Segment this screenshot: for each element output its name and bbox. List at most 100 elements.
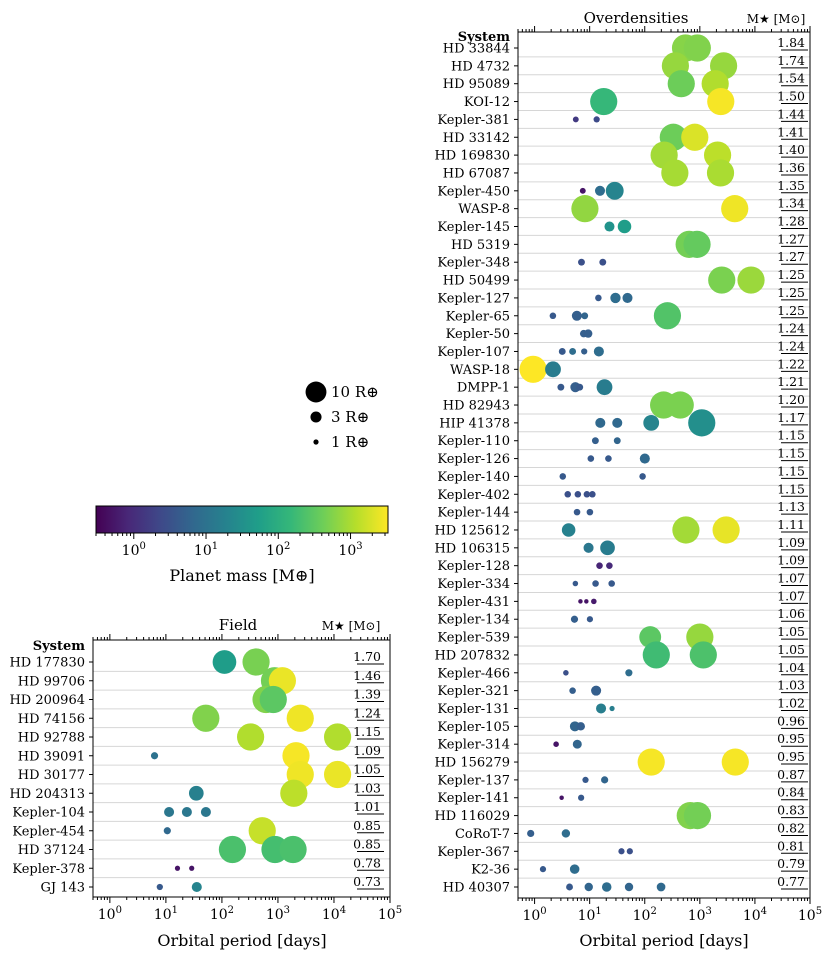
planet-point (706, 159, 735, 187)
planet-point (721, 748, 749, 776)
planet-point (584, 599, 589, 604)
legend-size-label: 1 R⊕ (331, 433, 369, 451)
planet-point (721, 195, 749, 223)
planet-point (574, 490, 582, 498)
stellar-mass-label: 1.01 (353, 799, 381, 814)
stellar-mass-label: 1.15 (777, 463, 805, 478)
planet-point (561, 829, 571, 838)
stellar-mass-label: 1.03 (353, 780, 381, 795)
legend-size-label: 10 R⊕ (331, 383, 379, 401)
planet-point (688, 409, 716, 437)
stellar-mass-label: 1.70 (353, 649, 381, 664)
stellar-mass-label: 1.25 (777, 267, 805, 282)
overdensities-planet-points (519, 34, 765, 892)
system-label: HD 37124 (18, 843, 85, 858)
planet-point (624, 882, 634, 892)
stellar-mass-label: 1.09 (353, 743, 381, 758)
planet-point (174, 865, 181, 871)
overdensities-system-labels: HD 33844 HD 4732 HD 95089 KOI-12 Kepler-381 H… (434, 42, 510, 896)
field-system-labels: HD 177830 HD 99706 HD 200964 HD 74156 HD 927… (9, 656, 85, 896)
overdensities-x-axis: 100 101 102 103 104 105 (514, 26, 822, 924)
field-system-header: System (33, 639, 86, 654)
system-label: Kepler-131 (437, 702, 510, 717)
system-label: Kepler-539 (437, 631, 510, 646)
planet-point (563, 670, 569, 676)
legend-size-label: 3 R⊕ (331, 408, 369, 426)
field-planet-points (150, 648, 352, 893)
system-label: Kepler-144 (437, 506, 510, 521)
planet-point (613, 437, 621, 445)
system-label: Kepler-314 (437, 738, 510, 753)
size-legend: 10 R⊕ 3 R⊕ 1 R⊕ (305, 381, 379, 451)
planet-point (683, 34, 711, 62)
system-label: HD 207832 (434, 648, 510, 663)
stellar-mass-label: 0.85 (353, 837, 381, 852)
system-label: HD 99706 (18, 674, 85, 689)
system-label: Kepler-134 (437, 613, 510, 628)
stellar-mass-label: 1.05 (777, 624, 805, 639)
stellar-mass-label: 1.15 (777, 428, 805, 443)
stellar-mass-label: 1.44 (777, 106, 805, 121)
stellar-mass-label: 1.02 (777, 695, 805, 710)
system-label: HD 82943 (443, 399, 510, 414)
planet-point (708, 266, 736, 294)
planet-point (712, 516, 740, 544)
planet-point (612, 417, 623, 428)
planet-point (564, 490, 572, 498)
planet-point (259, 685, 287, 714)
planet-point (584, 882, 593, 892)
stellar-mass-label: 1.46 (353, 668, 381, 683)
x-tick-label: 105 (378, 905, 402, 923)
planet-point (559, 795, 564, 800)
stellar-mass-label: 1.22 (777, 356, 805, 371)
planet-point (188, 785, 204, 801)
planet-point (583, 542, 594, 553)
overdensities-panel: Overdensities M★ [M⊙] System HD 33844HD … (434, 9, 822, 950)
planet-point (625, 669, 633, 677)
planet-point (707, 87, 735, 116)
system-label: Kepler-145 (437, 220, 510, 235)
stellar-mass-label: 0.84 (777, 785, 805, 800)
planet-point (672, 516, 700, 544)
system-label: Kepler-141 (437, 791, 510, 806)
colorbar-tick-label: 102 (266, 541, 290, 559)
planet-point (569, 687, 576, 694)
system-label: K2-36 (471, 863, 510, 878)
planet-point (609, 705, 615, 712)
stellar-mass-label: 0.87 (777, 767, 805, 782)
planet-point (592, 580, 599, 587)
planet-point (558, 348, 566, 355)
system-label: Kepler-321 (437, 684, 510, 699)
stellar-mass-label: 1.74 (777, 53, 805, 68)
planet-point (578, 794, 585, 801)
x-tick-label: 104 (322, 905, 346, 923)
stellar-mass-label: 1.24 (353, 705, 381, 720)
stellar-mass-label: 1.50 (777, 89, 805, 104)
stellar-mass-label: 0.79 (777, 856, 805, 871)
x-tick-label: 102 (210, 905, 234, 923)
system-label: Kepler-126 (437, 452, 510, 467)
planet-point (279, 835, 307, 864)
system-label: Kepler-378 (12, 862, 85, 877)
field-title: Field (219, 616, 258, 634)
overdensities-stellar-masses: 1.84 1.74 1.54 1.50 1.44 1.41 1.40 1.36 1.35 1.34… (777, 35, 808, 890)
planet-point (590, 87, 618, 116)
planet-point (566, 883, 573, 891)
planet-point (527, 829, 535, 838)
system-label: GJ 143 (40, 881, 85, 896)
planet-point (570, 615, 579, 623)
system-label: HD 50499 (443, 274, 510, 289)
planet-point (156, 883, 163, 891)
system-label: HD 169830 (434, 149, 510, 164)
stellar-mass-label: 1.24 (777, 338, 805, 353)
x-tick-label: 103 (688, 906, 712, 924)
system-label: Kepler-431 (437, 595, 510, 610)
stellar-mass-label: 1.27 (777, 231, 805, 246)
planet-point (189, 865, 195, 871)
stellar-mass-label: 1.04 (777, 660, 805, 675)
system-label: HD 4732 (451, 59, 510, 74)
system-label: Kepler-367 (437, 845, 510, 860)
planet-point (572, 739, 582, 749)
stellar-mass-label: 1.15 (353, 724, 381, 739)
overdensities-gridlines (518, 56, 810, 879)
